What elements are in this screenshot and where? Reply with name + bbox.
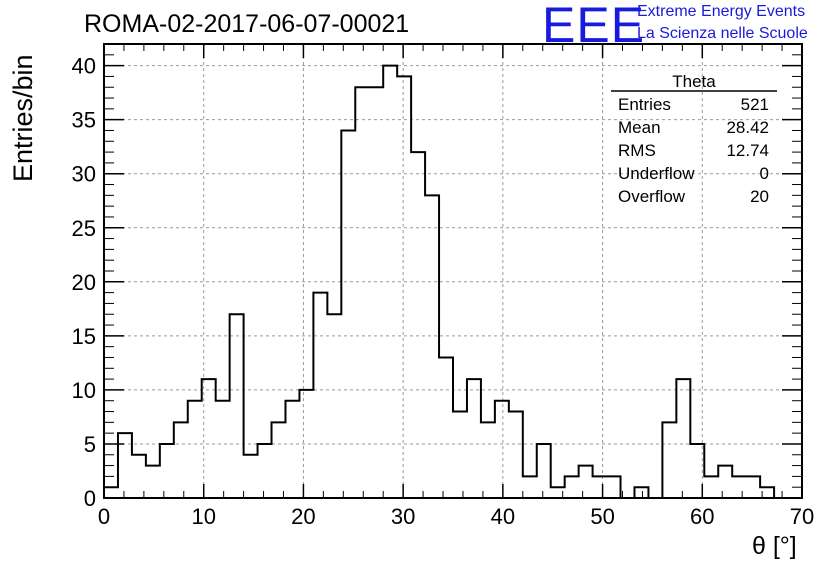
stats-value-underflow: 0 xyxy=(760,164,769,183)
x-tick-label: 30 xyxy=(391,504,415,529)
y-tick-label: 30 xyxy=(72,162,96,187)
y-tick-label: 20 xyxy=(72,270,96,295)
x-tick-label: 10 xyxy=(191,504,215,529)
y-tick-label: 15 xyxy=(72,324,96,349)
stats-value-overflow: 20 xyxy=(750,187,769,206)
y-tick-label: 35 xyxy=(72,108,96,133)
stats-label-rms: RMS xyxy=(618,141,656,160)
y-tick-label: 0 xyxy=(84,486,96,511)
stats-label-underflow: Underflow xyxy=(618,164,695,183)
stats-title: Theta xyxy=(672,72,716,91)
x-tick-label: 40 xyxy=(491,504,515,529)
tick-labels: 0 10 20 30 40 50 60 70 0 5 10 15 20 25 30 35 40 xyxy=(72,54,815,529)
plot-frame xyxy=(103,43,803,499)
grid xyxy=(104,44,802,498)
chart-title: ROMA-02-2017-06-07-00021 xyxy=(84,10,410,38)
x-axis-label: θ [°] xyxy=(752,532,797,560)
stats-value-mean: 28.42 xyxy=(726,118,769,137)
x-tick-label: 0 xyxy=(98,504,110,529)
logo-text-line1: Extreme Energy Events xyxy=(637,3,806,20)
logo-text-line2: La Scienza nelle Scuole xyxy=(637,25,808,42)
y-tick-label: 25 xyxy=(72,216,96,241)
y-tick-label: 10 xyxy=(72,378,96,403)
stats-label-overflow: Overflow xyxy=(618,187,686,206)
histogram-step-line xyxy=(104,64,802,499)
stats-box: Theta Entries 521 Mean 28.42 RMS 12.74 U… xyxy=(611,72,777,206)
stats-label-mean: Mean xyxy=(618,118,661,137)
stats-value-rms: 12.74 xyxy=(726,141,769,160)
x-tick-label: 70 xyxy=(790,504,814,529)
x-tick-label: 20 xyxy=(291,504,315,529)
axis-ticks xyxy=(103,43,803,499)
stats-value-entries: 521 xyxy=(741,95,769,114)
y-tick-label: 40 xyxy=(72,54,96,79)
y-tick-label: 5 xyxy=(84,432,96,457)
x-tick-label: 50 xyxy=(590,504,614,529)
x-tick-label: 60 xyxy=(690,504,714,529)
stats-label-entries: Entries xyxy=(618,95,671,114)
